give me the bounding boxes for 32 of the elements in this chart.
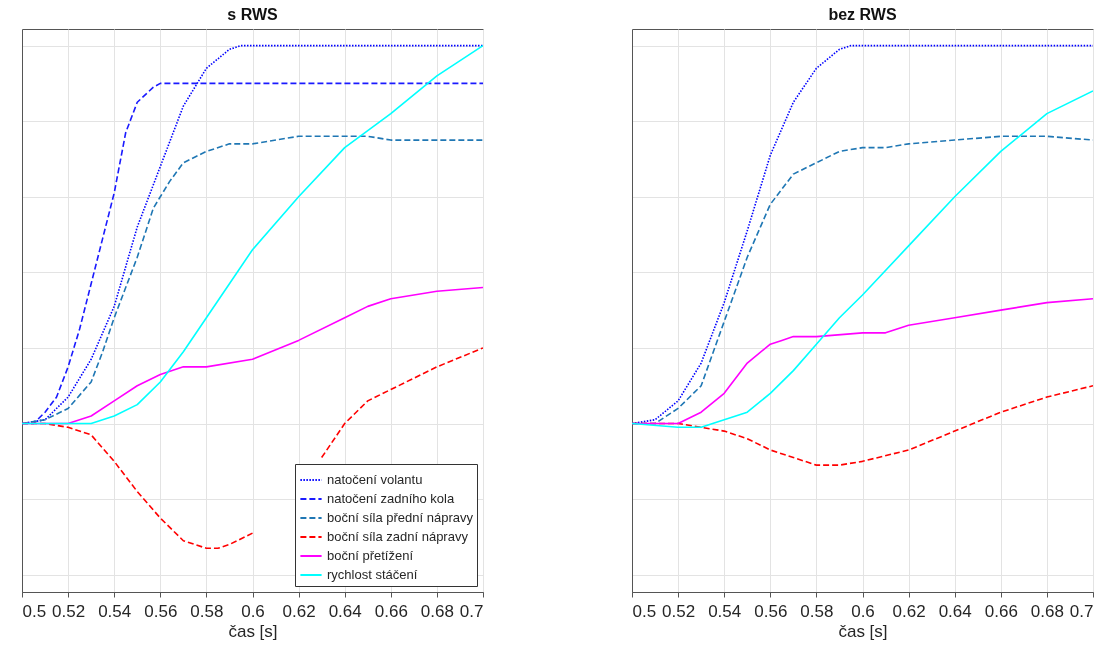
x-tick-label: 0.54	[708, 601, 742, 621]
x-tick-label: 0.7	[459, 601, 484, 621]
x-tick-label: 0.54	[98, 601, 132, 621]
x-tick-label: 0.64	[938, 601, 972, 621]
legend-label: boční síla zadní nápravy	[327, 529, 469, 544]
x-tick-label: 0.52	[52, 601, 86, 621]
x-axis-title: čas [s]	[228, 621, 278, 641]
x-tick-label: 0.5	[22, 601, 47, 621]
x-tick-label: 0.6	[851, 601, 875, 621]
legend-label: boční přetížení	[327, 548, 414, 563]
x-tick-label: 0.52	[662, 601, 696, 621]
x-tick-label: 0.68	[420, 601, 454, 621]
x-tick-label: 0.66	[984, 601, 1018, 621]
x-tick-label: 0.58	[190, 601, 224, 621]
legend-label: rychlost stáčení	[327, 567, 418, 582]
x-tick-label: 0.7	[1069, 601, 1094, 621]
x-tick-label: 0.62	[282, 601, 316, 621]
legend-label: natočení zadního kola	[327, 491, 455, 506]
x-tick-label: 0.58	[800, 601, 834, 621]
legend-label: boční síla přední nápravy	[327, 510, 474, 525]
legend-label: natočení volantu	[327, 472, 423, 487]
chart-title: s RWS	[227, 6, 279, 23]
x-tick-label: 0.66	[374, 601, 408, 621]
x-tick-label: 0.6	[241, 601, 265, 621]
x-tick-label: 0.68	[1030, 601, 1064, 621]
x-tick-label: 0.5	[632, 601, 657, 621]
x-axis-title: čas [s]	[838, 621, 888, 641]
x-tick-label: 0.62	[892, 601, 926, 621]
chart-title: bez RWS	[828, 6, 897, 23]
x-tick-label: 0.56	[144, 601, 178, 621]
x-tick-label: 0.64	[328, 601, 362, 621]
x-tick-label: 0.56	[754, 601, 788, 621]
